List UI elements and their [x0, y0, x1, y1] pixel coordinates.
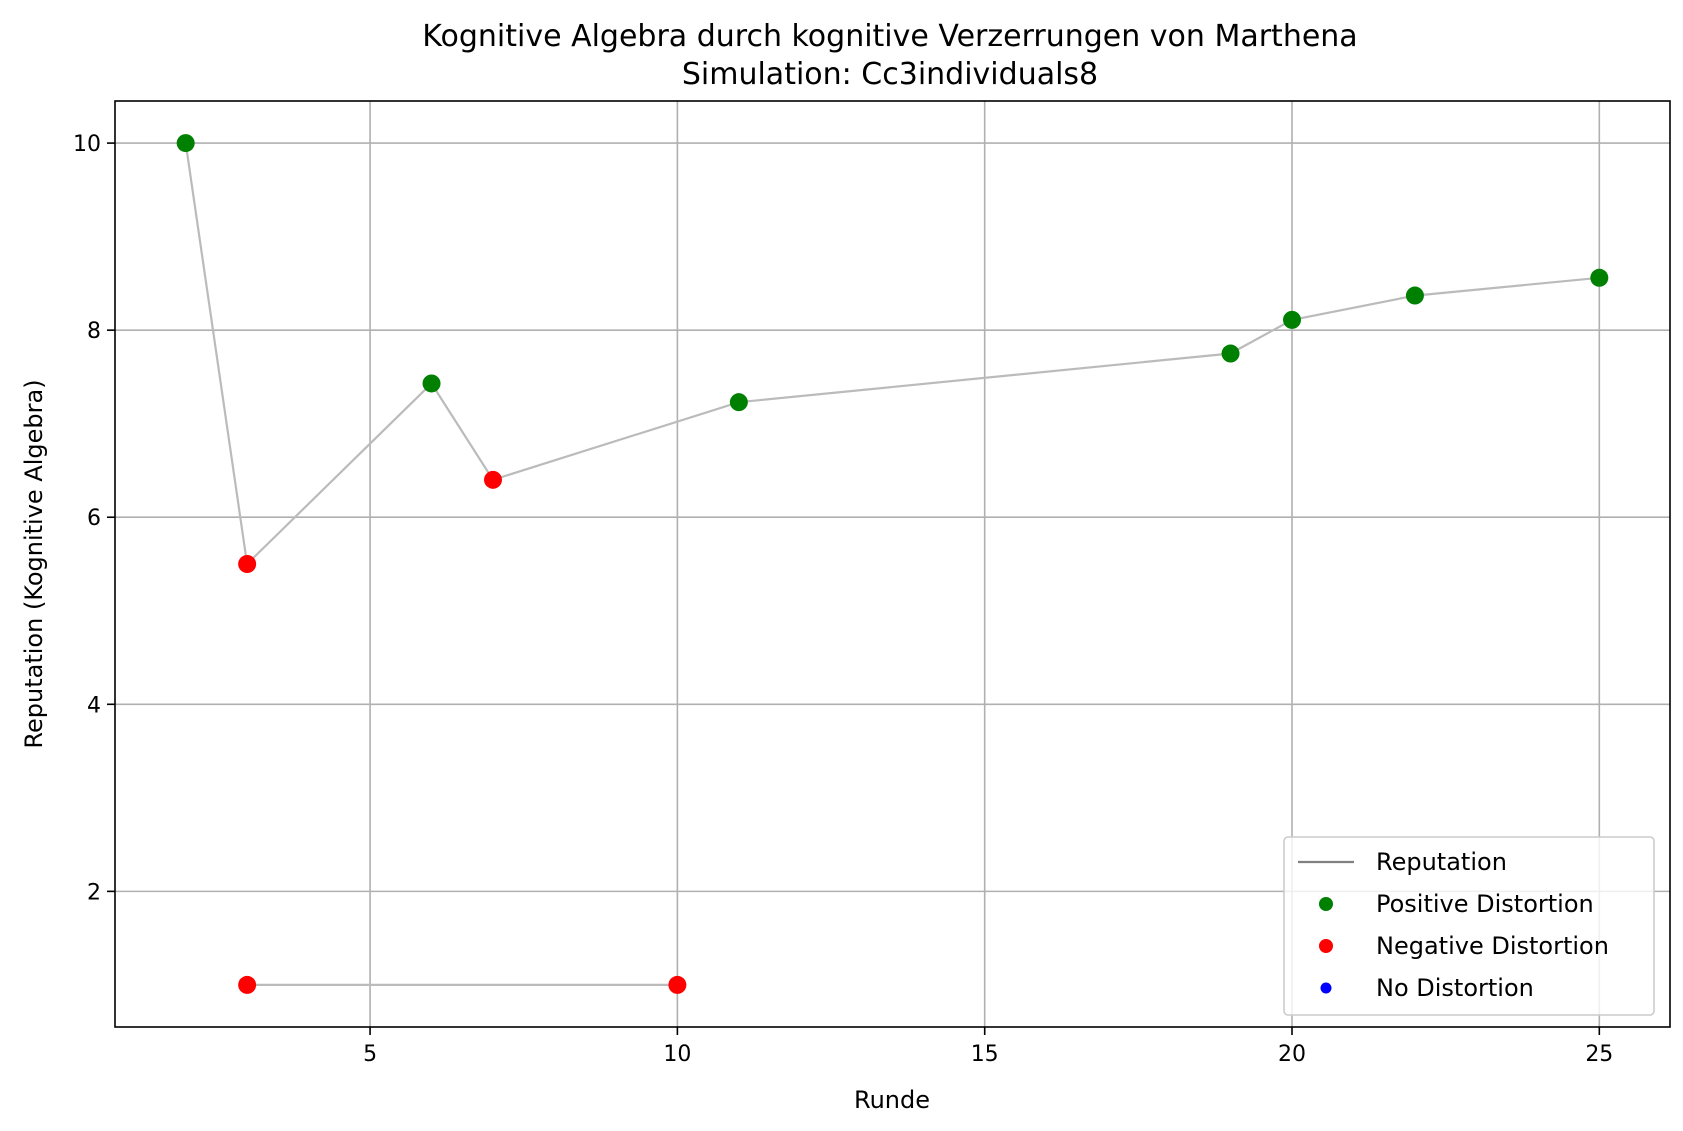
legend-item: Positive Distortion [1319, 890, 1594, 918]
x-tick-label: 25 [1585, 1042, 1613, 1067]
y-tick-label: 6 [87, 506, 101, 531]
y-axis-label: Reputation (Kognitive Algebra) [20, 379, 48, 748]
y-tick-label: 2 [87, 880, 101, 905]
legend-label: Reputation [1376, 848, 1507, 876]
legend-box [1283, 836, 1655, 1016]
legend-label: Negative Distortion [1376, 932, 1609, 960]
series-points [176, 134, 1609, 994]
legend-item: Negative Distortion [1319, 932, 1609, 960]
legend-items: Reputation Positive Distortion Negative Di… [1298, 848, 1609, 1002]
data-point-positive [1405, 286, 1424, 305]
chart-title: Kognitive Algebra durch kognitive Verzer… [422, 19, 1357, 54]
x-tick-label: 5 [363, 1042, 377, 1067]
legend-item: No Distortion [1320, 974, 1534, 1002]
legend-marker-swatch [1319, 897, 1333, 911]
data-point-negative [483, 470, 502, 489]
y-tick-label: 4 [87, 693, 101, 718]
x-tick-label: 15 [971, 1042, 999, 1067]
y-tick-label: 10 [73, 132, 101, 157]
grid [115, 101, 1670, 1027]
y-axis-ticks: 2 4 6 8 10 [73, 132, 115, 905]
y-tick-label: 8 [87, 319, 101, 344]
x-axis-ticks: 5 10 15 20 25 [363, 1027, 1613, 1067]
x-tick-label: 20 [1278, 1042, 1306, 1067]
x-axis-label: Runde [854, 1086, 930, 1114]
x-tick-label: 10 [663, 1042, 691, 1067]
legend-label: Positive Distortion [1376, 890, 1594, 918]
data-point-positive [1590, 268, 1609, 287]
data-point-positive [729, 393, 748, 412]
data-point-negative [238, 555, 257, 573]
data-point-positive [1283, 310, 1302, 329]
data-point-positive [1221, 344, 1240, 363]
data-point-negative [238, 975, 257, 994]
data-point-positive [176, 134, 195, 153]
data-point-negative [668, 975, 687, 994]
series-line [184, 142, 1600, 567]
legend-marker-swatch [1319, 939, 1333, 953]
plot-frame [114, 100, 1671, 1028]
data-point-positive [422, 374, 441, 393]
legend-item: Reputation [1298, 848, 1507, 876]
legend: Reputation Positive Distortion Negative Di… [1283, 836, 1655, 1016]
legend-marker-swatch [1320, 982, 1332, 994]
legend-label: No Distortion [1376, 974, 1534, 1002]
chart-subtitle: Simulation: Cc3individuals8 [682, 57, 1098, 92]
